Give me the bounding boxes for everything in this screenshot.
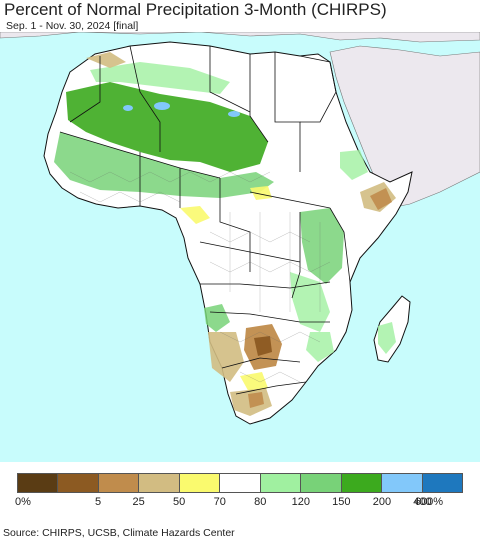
- legend-swatch: [341, 474, 383, 492]
- legend-tick-label: 400: [413, 496, 432, 508]
- legend-colorbar: [17, 473, 463, 493]
- legend-swatch: [98, 474, 140, 492]
- district-borders: [69, 171, 331, 383]
- precipitation-map: [0, 32, 480, 462]
- legend-tick-label: 50: [173, 496, 186, 508]
- legend-tick-label: 0%: [15, 496, 31, 508]
- legend-swatch: [18, 474, 59, 492]
- legend-tick-label: 200: [372, 496, 392, 508]
- legend-swatch: [382, 474, 423, 492]
- legend-swatch: [260, 474, 302, 492]
- legend-tick-label: 80: [254, 496, 267, 508]
- green-patches: [54, 62, 396, 362]
- legend-swatch: [422, 474, 462, 492]
- legend-swatch: [179, 474, 221, 492]
- map-subtitle: Sep. 1 - Nov. 30, 2024 [final]: [6, 20, 139, 32]
- legend-tick-label: 5: [95, 496, 102, 508]
- legend-swatch: [58, 474, 99, 492]
- country-borders: [59, 45, 351, 395]
- blue-patches: [123, 102, 240, 117]
- source-credit: Source: CHIRPS, UCSB, Climate Hazards Ce…: [3, 527, 235, 539]
- yellow-patches: [180, 186, 272, 394]
- arabia-landmass: [329, 45, 480, 209]
- legend-tick-label: 600%: [414, 496, 444, 508]
- map-title: Percent of Normal Precipitation 3-Month …: [4, 0, 387, 19]
- legend-tick-label: 120: [291, 496, 310, 508]
- map-canvas: [0, 32, 480, 462]
- legend-tick-label: 70: [213, 496, 226, 508]
- europe-landmass: [0, 32, 480, 43]
- legend-tick-labels: 0% 5 25 50 70 80 120 150 200 400 600%: [0, 496, 480, 510]
- legend-swatch: [301, 474, 342, 492]
- legend-tick-label: 150: [332, 496, 351, 508]
- brown-patches: [86, 52, 396, 416]
- legend-tick-label: 25: [132, 496, 145, 508]
- legend-swatch: [220, 474, 261, 492]
- legend-swatch: [139, 474, 180, 492]
